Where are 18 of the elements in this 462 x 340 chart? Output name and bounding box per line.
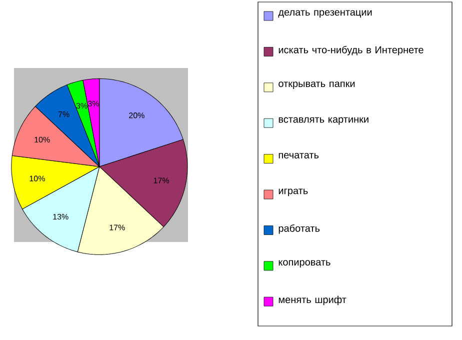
data-label: 7% [58,111,70,118]
legend-label: работать [278,224,320,234]
data-label: 3% [76,102,88,109]
data-label: 20% [129,112,144,118]
legend-label: делать презентации [278,10,372,18]
data-label: 10% [30,176,45,182]
legend-label: менять шрифт [278,296,346,306]
data-label: 13% [53,214,68,220]
legend-label: печатать [278,153,319,158]
legend-label: играть [278,188,308,196]
legend-label: открывать папки [278,82,355,90]
legend-label: искать что-нибудь в Интернете [278,46,424,56]
data-label: 17% [154,178,169,184]
legend-label: вставлять картинки [278,117,368,125]
data-label: 17% [110,224,125,230]
data-label: 3% [88,100,99,106]
legend-label: копировать [278,260,330,268]
data-label: 10% [34,136,50,142]
